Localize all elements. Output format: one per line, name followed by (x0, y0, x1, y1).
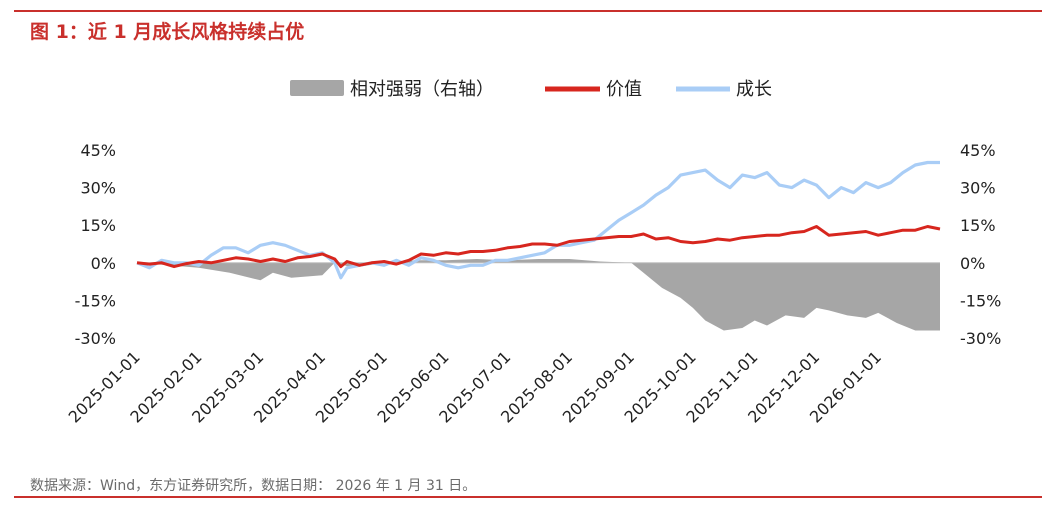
relative-strength-area-layer (137, 259, 940, 331)
line-series-layer (136, 160, 941, 280)
top-rule (14, 10, 1042, 12)
y-left-tick-label: 30% (80, 179, 116, 198)
y-right-tick-label: 0% (960, 254, 985, 273)
growth-series-line (136, 160, 940, 280)
y-left-tick-label: -15% (75, 291, 116, 310)
y-left-tick-label: 0% (91, 254, 116, 273)
y-right-tick-label: 15% (960, 216, 996, 235)
y-left-tick-label: 45% (80, 141, 116, 160)
figure-title: 图 1：近 1 月成长风格持续占优 (30, 21, 305, 43)
y-right-tick-label: 30% (960, 179, 996, 198)
legend-label-value: 价值 (606, 79, 642, 100)
y-left-tick-label: 15% (80, 216, 116, 235)
bottom-rule (14, 496, 1042, 498)
legend-label-relative: 相对强弱（右轴） (350, 79, 494, 100)
y-right-tick-label: 45% (960, 141, 996, 160)
y-right-tick-label: -30% (960, 329, 1001, 348)
legend-swatch-relative (290, 80, 344, 96)
y-right-tick-label: -15% (960, 291, 1001, 310)
legend: 相对强弱（右轴） 价值 成长 (290, 79, 772, 100)
y-left-tick-label: -30% (75, 329, 116, 348)
relative-strength-area (137, 259, 940, 331)
source-note: 数据来源：Wind，东方证券研究所，数据日期： 2026 年 1 月 31 日。 (30, 478, 477, 494)
value-series-line (136, 225, 941, 269)
legend-label-growth: 成长 (736, 79, 772, 100)
